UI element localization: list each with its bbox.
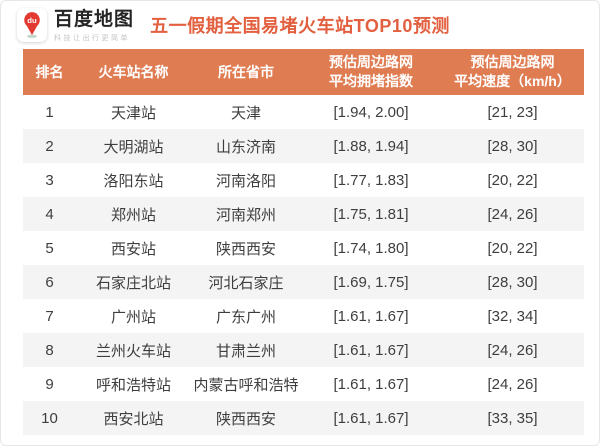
table-row: 9 呼和浩特站 内蒙古呼和浩特 [1.61, 1.67] [24, 26] (23, 367, 584, 401)
top10-table: 排名 火车站名称 所在省市 预估周边路网 平均拥堵指数 预估周边路网 平均速度（km/h… (23, 49, 584, 435)
baidu-maps-pin-icon: du (17, 8, 47, 42)
brand-slogan: 科技让出行更简单 (54, 35, 130, 42)
table-cell: 内蒙古呼和浩特 (193, 376, 299, 394)
table-cell: [24, 26] (487, 375, 538, 393)
table-cell: 西安北站 (103, 410, 164, 428)
table-cell: 天津站 (110, 104, 156, 122)
table-cell: [1.77, 1.83] (333, 171, 409, 189)
table-cell: 山东济南 (215, 138, 276, 156)
table-cell: [1.88, 1.94] (333, 137, 409, 155)
table-cell: [20, 22] (487, 171, 538, 189)
table-row: 4 郑州站 河南郑州 [1.75, 1.81] [24, 26] (23, 197, 584, 231)
column-header: 预估周边路网 平均速度（km/h） (441, 49, 584, 95)
table-row: 8 兰州火车站 甘肃兰州 [1.61, 1.67] [24, 26] (23, 333, 584, 367)
top-bar: du 百度地图 科技让出行更简单 五一假期全国易堵火车站TOP10预测 (1, 1, 599, 49)
table-cell: 河南洛阳 (215, 172, 276, 190)
brand-logo: du 百度地图 科技让出行更简单 (17, 8, 134, 43)
table-cell: [28, 30] (487, 137, 538, 155)
table-cell: [32, 34] (487, 307, 538, 325)
table-cell: 西安站 (110, 240, 156, 258)
table-cell: 石家庄北站 (95, 274, 171, 292)
table-cell: 7 (45, 307, 54, 325)
column-header: 预估周边路网 平均拥堵指数 (301, 49, 441, 95)
table-cell: [28, 30] (487, 273, 538, 291)
table-cell: 2 (45, 137, 54, 155)
table-row: 1 天津站 天津 [1.94, 2.00] [21, 23] (23, 95, 584, 129)
table-cell: [1.94, 2.00] (333, 103, 409, 121)
column-header: 所在省市 (191, 49, 301, 95)
table-row: 6 石家庄北站 河北石家庄 [1.69, 1.75] [28, 30] (23, 265, 584, 299)
table-cell: [1.75, 1.81] (333, 205, 409, 223)
table-cell: 呼和浩特站 (95, 376, 171, 394)
table-cell: 大明湖站 (103, 138, 164, 156)
table-cell: 1 (45, 103, 54, 121)
table-body: 1 天津站 天津 [1.94, 2.00] [21, 23] 2 大明湖站 山东济南 [1.88… (23, 95, 584, 435)
table-cell: 广东广州 (215, 308, 276, 326)
column-header: 火车站名称 (76, 49, 191, 95)
table-cell: 8 (45, 341, 54, 359)
table-cell: [1.61, 1.67] (333, 375, 409, 393)
table-cell: [1.61, 1.67] (333, 307, 409, 325)
table-row: 3 洛阳东站 河南洛阳 [1.77, 1.83] [20, 22] (23, 163, 584, 197)
table-row: 7 广州站 广东广州 [1.61, 1.67] [32, 34] (23, 299, 584, 333)
table-cell: 9 (45, 375, 54, 393)
table-cell: [21, 23] (487, 103, 538, 121)
table-row: 5 西安站 陕西西安 [1.74, 1.80] [20, 22] (23, 231, 584, 265)
table-cell: 洛阳东站 (103, 172, 164, 190)
table-cell: [1.61, 1.67] (333, 341, 409, 359)
column-header: 排名 (23, 49, 76, 95)
map-pin-icon: du (24, 12, 40, 38)
table-cell: 河南郑州 (215, 206, 276, 224)
table-row: 2 大明湖站 山东济南 [1.88, 1.94] [28, 30] (23, 129, 584, 163)
table-cell: 5 (45, 239, 54, 257)
table-cell: 4 (45, 205, 54, 223)
table-cell: 甘肃兰州 (215, 342, 276, 360)
table-head: 排名 火车站名称 所在省市 预估周边路网 平均拥堵指数 预估周边路网 平均速度（km/h… (23, 49, 584, 95)
table-cell: 10 (41, 409, 58, 427)
table-cell: 天津 (230, 104, 261, 122)
table-cell: 陕西西安 (215, 240, 276, 258)
svg-text:du: du (27, 16, 37, 25)
page-title: 五一假期全国易堵火车站TOP10预测 (150, 16, 450, 36)
table-cell: [33, 35] (487, 409, 538, 427)
brand-name: 百度地图 (54, 9, 135, 30)
table-cell: 河北石家庄 (208, 274, 284, 292)
table-cell: 6 (45, 273, 54, 291)
table-cell: 广州站 (110, 308, 156, 326)
table-cell: [24, 26] (487, 205, 538, 223)
table-cell: 3 (45, 171, 54, 189)
table-header-row: 排名 火车站名称 所在省市 预估周边路网 平均拥堵指数 预估周边路网 平均速度（km/h… (23, 49, 584, 95)
table-cell: 兰州火车站 (95, 342, 171, 360)
brand-text: 百度地图 科技让出行更简单 (54, 8, 134, 43)
table-cell: [20, 22] (487, 239, 538, 257)
table-cell: 郑州站 (110, 206, 156, 224)
table-cell: [24, 26] (487, 341, 538, 359)
table-cell: [1.61, 1.67] (333, 409, 409, 427)
table-row: 10 西安北站 陕西西安 [1.61, 1.67] [33, 35] (23, 401, 584, 435)
table-cell: 陕西西安 (215, 410, 276, 428)
table-cell: [1.69, 1.75] (333, 273, 409, 291)
table-cell: [1.74, 1.80] (333, 239, 409, 257)
